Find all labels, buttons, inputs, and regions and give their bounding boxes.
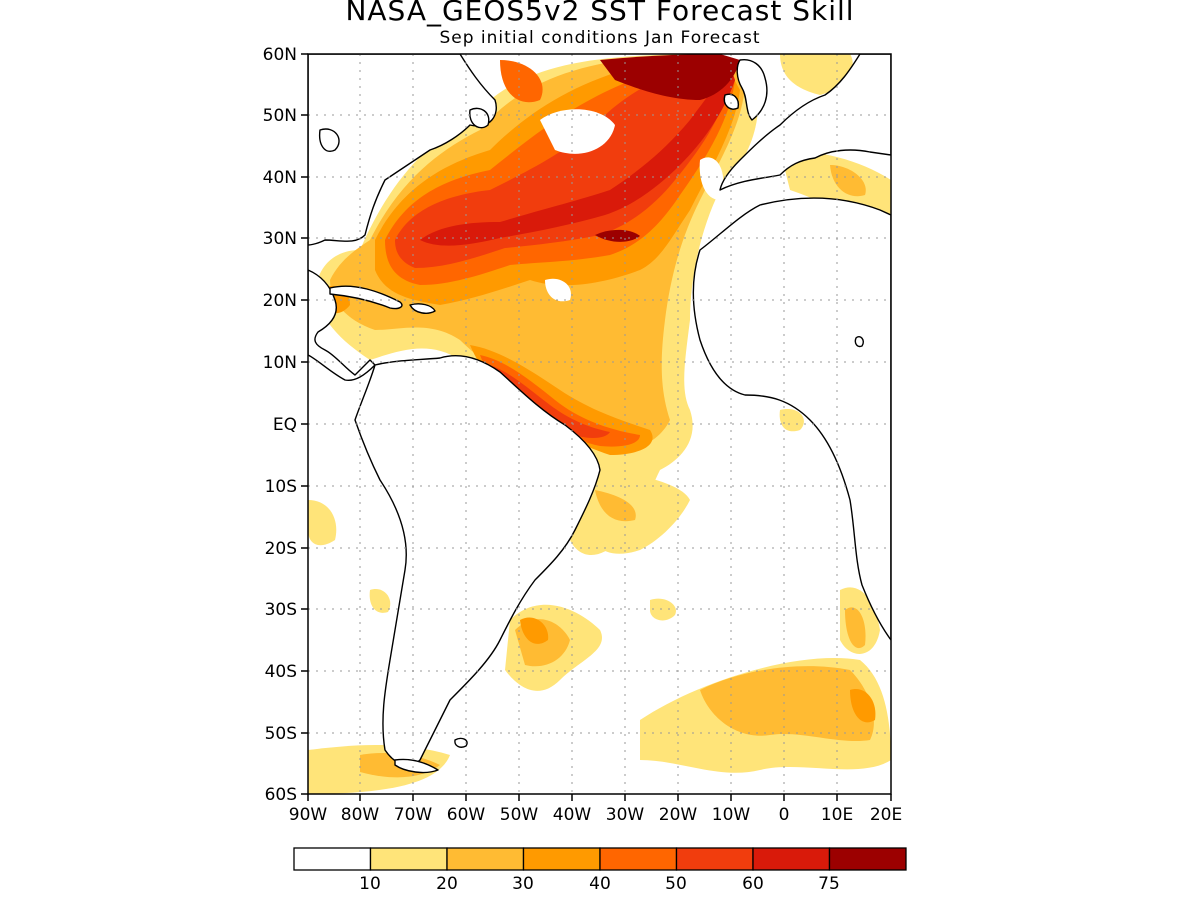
lon-label: 10E — [821, 805, 853, 825]
lon-label: 70W — [394, 805, 433, 825]
lon-label: 40W — [553, 805, 592, 825]
latitude-labels: 60N 50N 40N 30N 20N 10N EQ 10S 20S 30S 4… — [263, 45, 297, 805]
colorbar-swatch — [369, 847, 448, 871]
colorbar-label: 40 — [589, 874, 611, 894]
skill-level-50 — [395, 60, 730, 438]
lon-label: 30W — [606, 805, 645, 825]
tick-marks — [301, 53, 892, 801]
lon-label: 10W — [712, 805, 751, 825]
lon-label: 20E — [870, 805, 902, 825]
colorbar-label: 30 — [512, 874, 534, 894]
lon-label: 90W — [289, 805, 328, 825]
colorbar-labels: 10 20 30 40 50 60 75 — [359, 874, 840, 894]
colorbar-swatch — [522, 847, 601, 871]
longitude-labels: 90W 80W 70W 60W 50W 40W 30W 20W 10W 0 10… — [289, 805, 902, 825]
lon-label: 0 — [779, 805, 790, 825]
colorbar-label: 10 — [359, 874, 381, 894]
colorbar-label: 60 — [742, 874, 764, 894]
colorbar-swatch — [752, 847, 831, 871]
lat-label: EQ — [273, 415, 297, 435]
lon-label: 60W — [447, 805, 486, 825]
colorbar-swatch — [446, 847, 525, 871]
chart-title: NASA_GEOS5v2 SST Forecast Skill — [345, 0, 855, 27]
colorbar-swatch — [675, 847, 754, 871]
colorbar-label: 20 — [436, 874, 458, 894]
lat-label: 50N — [263, 106, 297, 126]
colorbar-swatch — [599, 847, 678, 871]
low-skill-holes — [540, 109, 724, 302]
colorbar-swatch — [828, 847, 907, 871]
lat-label: 10N — [263, 353, 297, 373]
lat-label: 20S — [265, 539, 297, 559]
grid — [308, 54, 891, 794]
coastlines — [308, 54, 891, 774]
colorbar-label: 75 — [818, 874, 840, 894]
lat-label: 40S — [265, 662, 297, 682]
lat-label: 60S — [265, 785, 297, 805]
lat-label: 10S — [265, 477, 297, 497]
lat-label: 50S — [265, 724, 297, 744]
colorbar-label: 50 — [665, 874, 687, 894]
lon-label: 20W — [659, 805, 698, 825]
colorbar-swatch — [293, 847, 372, 871]
chart-subtitle: Sep initial conditions Jan Forecast — [439, 28, 761, 48]
lat-label: 30N — [263, 229, 297, 249]
lat-label: 20N — [263, 291, 297, 311]
lon-label: 80W — [341, 805, 380, 825]
skill-level-60 — [420, 65, 735, 246]
colorbar — [293, 847, 907, 871]
lat-label: 30S — [265, 600, 297, 620]
lat-label: 40N — [263, 168, 297, 188]
lon-label: 50W — [500, 805, 539, 825]
skill-shading — [308, 54, 891, 794]
lat-label: 60N — [263, 45, 297, 65]
skill-level-75 — [595, 54, 740, 242]
